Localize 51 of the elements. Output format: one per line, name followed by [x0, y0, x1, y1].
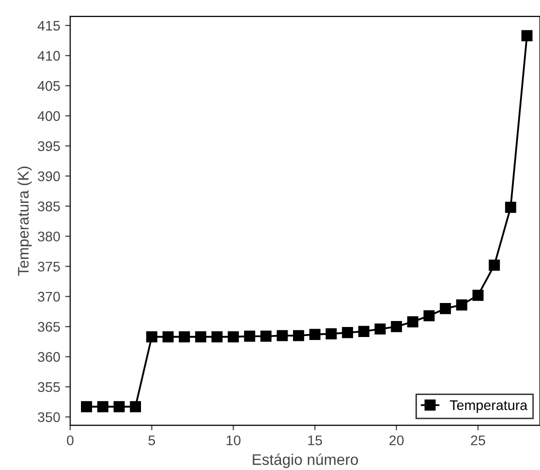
point: [521, 30, 533, 42]
point: [488, 260, 500, 271]
x-axis-title: Estágio número: [252, 454, 358, 468]
point: [276, 330, 288, 342]
point: [326, 328, 337, 340]
point: [456, 299, 468, 310]
point: [260, 330, 272, 342]
y-tick-label: 370: [38, 292, 60, 302]
point: [407, 316, 418, 328]
point: [390, 321, 402, 332]
point: [195, 331, 206, 342]
x-tick-label: 25: [470, 435, 486, 446]
point: [162, 331, 174, 342]
x-tick-label: 5: [148, 436, 156, 446]
point: [293, 330, 304, 342]
point: [472, 290, 484, 301]
point: [374, 323, 386, 335]
y-tick-label: 410: [38, 50, 60, 61]
point: [114, 401, 125, 412]
y-tick-label: 380: [38, 232, 60, 242]
y-tick-label: 385: [38, 201, 60, 212]
point: [80, 401, 92, 412]
point: [358, 326, 370, 337]
point: [146, 331, 158, 342]
y-tick-label: 390: [38, 171, 60, 182]
y-tick-label: 395: [38, 141, 60, 152]
y-tick-label: 350: [38, 412, 60, 422]
point: [228, 331, 239, 342]
point: [440, 302, 451, 314]
x-tick-label: 20: [389, 435, 404, 446]
y-tick-label: 400: [38, 111, 60, 121]
y-axis-title: Temperatura (K): [18, 166, 32, 276]
point: [97, 401, 108, 412]
x-tick-label: 0: [66, 435, 74, 446]
y-tick-label: 365: [38, 322, 60, 332]
y-tick-label: 375: [38, 262, 60, 272]
point: [211, 331, 223, 342]
point: [244, 330, 256, 342]
point: [130, 401, 142, 412]
y-tick-label: 415: [38, 20, 60, 31]
y-tick-label: 355: [38, 382, 60, 392]
point: [505, 202, 516, 213]
y-tick-label: 405: [38, 81, 60, 91]
x-tick-label: 10: [226, 435, 241, 446]
point: [178, 331, 190, 342]
point: [342, 327, 354, 338]
point: [424, 310, 435, 322]
point: [309, 328, 320, 340]
x-tick-label: 15: [308, 436, 322, 446]
legend-label: Temperatura: [450, 400, 528, 413]
y-tick-label: 360: [38, 352, 60, 362]
